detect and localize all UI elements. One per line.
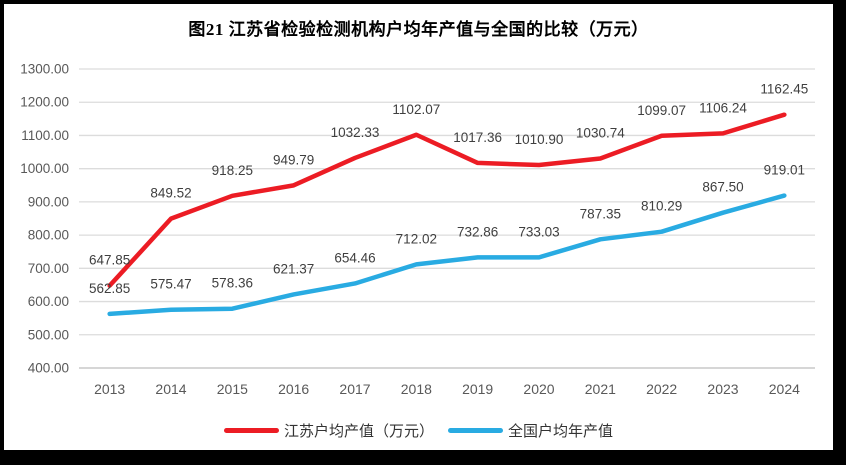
data-label: 1030.74 <box>576 125 625 140</box>
data-label: 621.37 <box>273 261 314 276</box>
data-label: 810.29 <box>641 199 682 214</box>
x-axis-tick-label: 2020 <box>523 381 554 397</box>
data-label: 1099.07 <box>637 103 686 118</box>
x-axis-tick-label: 2022 <box>646 381 677 397</box>
x-axis-tick-label: 2019 <box>462 381 493 397</box>
x-axis-tick-label: 2017 <box>339 381 370 397</box>
data-label: 1010.90 <box>515 132 564 147</box>
x-axis-tick-label: 2024 <box>769 381 800 397</box>
data-label: 867.50 <box>702 180 743 195</box>
data-label: 787.35 <box>580 206 621 221</box>
y-axis-tick-label: 600.00 <box>28 294 69 309</box>
y-axis-tick-label: 1000.00 <box>20 161 69 176</box>
data-label: 919.01 <box>764 163 805 178</box>
data-label: 732.86 <box>457 224 498 239</box>
data-label: 1106.24 <box>699 100 747 115</box>
x-axis-tick-label: 2016 <box>278 381 309 397</box>
y-axis-tick-label: 800.00 <box>28 228 69 243</box>
y-axis-tick-label: 1300.00 <box>20 62 69 77</box>
data-label: 849.52 <box>150 186 191 201</box>
y-axis-tick-label: 1200.00 <box>20 95 69 110</box>
data-label: 712.02 <box>396 231 437 246</box>
data-label: 575.47 <box>150 277 191 292</box>
data-label: 1017.36 <box>453 130 502 145</box>
y-axis-tick-label: 1100.00 <box>21 128 69 143</box>
series-line-0 <box>107 112 787 288</box>
legend-line-blue-icon <box>448 428 503 433</box>
x-axis-tick-label: 2021 <box>585 381 616 397</box>
data-label: 562.85 <box>89 281 130 296</box>
y-axis-tick-label: 400.00 <box>28 361 69 376</box>
legend-item-jiangsu: 江苏户均产值（万元） <box>223 420 434 441</box>
legend-label-national: 全国户均年产值 <box>508 423 614 440</box>
x-axis-tick-label: 2014 <box>155 381 186 397</box>
x-axis-tick-label: 2023 <box>707 381 738 397</box>
y-axis-tick-label: 900.00 <box>28 194 69 209</box>
y-axis-tick-label: 500.00 <box>28 327 69 342</box>
data-label: 1032.33 <box>331 125 380 140</box>
series-line-1 <box>107 193 787 317</box>
x-axis-tick-label: 2015 <box>217 381 248 397</box>
x-axis-tick-label: 2018 <box>401 381 432 397</box>
data-label: 949.79 <box>273 152 314 167</box>
y-axis-tick-label: 700.00 <box>28 261 69 276</box>
chart-title: 图21 江苏省检验检测机构户均年产值与全国的比较（万元） <box>188 20 649 39</box>
data-label: 654.46 <box>334 250 375 265</box>
line-chart: 400.00 500.00 600.00 700.00 800.00 900.00 1000… <box>20 62 815 397</box>
data-label: 1102.07 <box>392 102 440 117</box>
data-label: 578.36 <box>212 276 253 291</box>
data-label: 647.85 <box>89 253 130 268</box>
legend-item-national: 全国户均年产值 <box>448 420 613 441</box>
data-label: 1162.45 <box>760 82 808 97</box>
x-axis-tick-label: 2013 <box>94 381 125 397</box>
legend-label-jiangsu: 江苏户均产值（万元） <box>283 423 434 440</box>
legend-line-red-icon <box>223 428 279 433</box>
data-label: 733.03 <box>518 224 559 239</box>
chart-legend: 江苏户均产值（万元） 全国户均年产值 <box>4 420 833 441</box>
data-label: 918.25 <box>212 163 253 178</box>
